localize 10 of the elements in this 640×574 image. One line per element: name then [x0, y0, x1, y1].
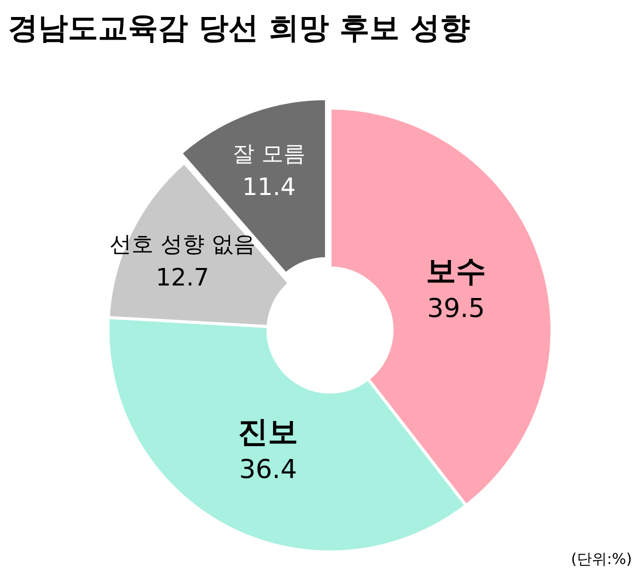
- chart-title: 경남도교육감 당선 희망 후보 성향: [8, 11, 470, 46]
- slice-label: 잘 모름: [232, 142, 306, 167]
- data-label: 11.4: [242, 172, 296, 201]
- slice-label: 진보: [238, 414, 298, 450]
- data-label: 36.4: [239, 454, 297, 485]
- slice-label: 보수: [426, 254, 486, 289]
- data-label: 12.7: [156, 264, 210, 292]
- slice-label: 선호 성향 없음: [109, 232, 256, 258]
- data-label: 39.5: [427, 294, 485, 324]
- text: (단위:%): [570, 550, 632, 568]
